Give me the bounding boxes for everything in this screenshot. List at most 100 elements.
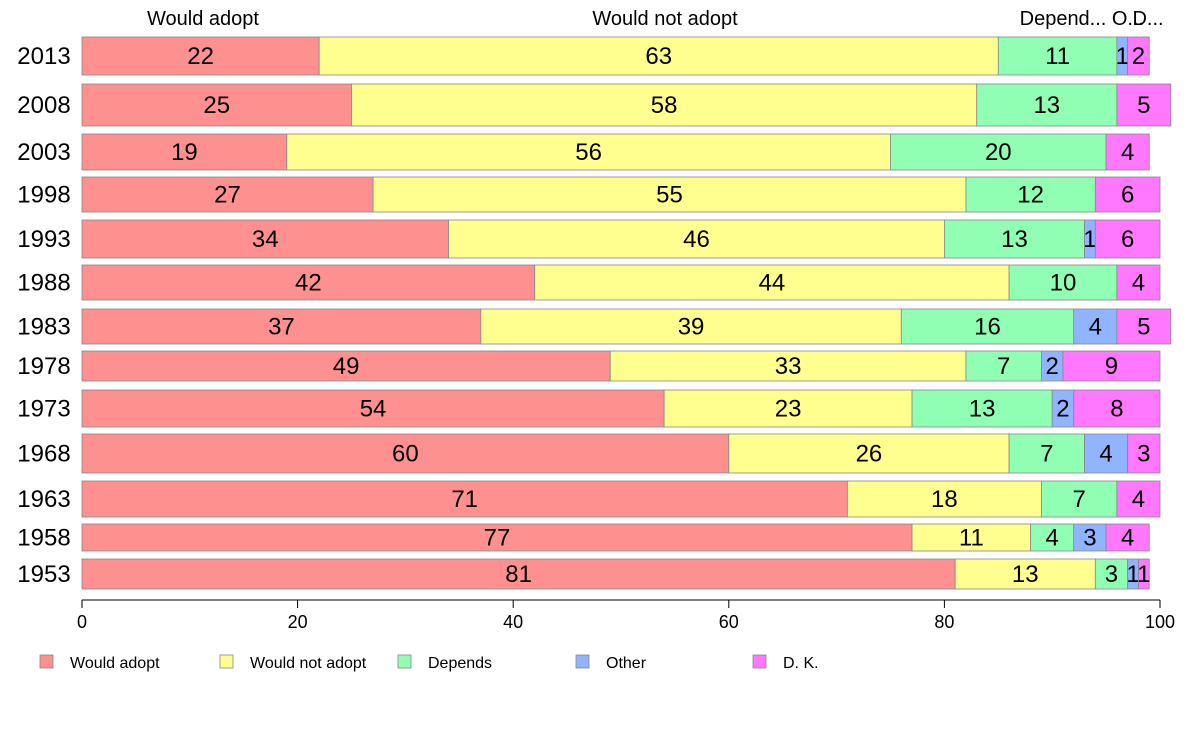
data-label: 4 (1132, 486, 1145, 513)
data-label: 2 (1046, 353, 1059, 380)
data-label: 18 (931, 486, 958, 513)
bar-segment (1116, 83, 1172, 127)
data-label: 77 (484, 525, 511, 552)
bar-segment (965, 176, 1096, 213)
bar-row: 19 56 20 4 (81, 133, 1150, 171)
legend-label: Would adopt (70, 655, 160, 672)
legend: Would adopt Would not adopt Depends Other D.… (39, 654, 819, 672)
data-label: 44 (759, 270, 786, 297)
data-label: 13 (1033, 92, 1060, 119)
bar-segment (81, 176, 374, 213)
data-label: 25 (203, 92, 230, 119)
data-label: 20 (985, 139, 1012, 166)
data-label: 7 (1072, 486, 1085, 513)
bar-segment (1105, 523, 1150, 552)
data-label: 63 (645, 43, 672, 70)
bar-row: 71 18 7 4 (81, 480, 1161, 518)
bar-segment (1073, 389, 1161, 428)
category-label: 1983 (17, 314, 70, 341)
column-header-label: D... (1132, 8, 1163, 30)
data-label: 39 (678, 314, 705, 341)
bar-segment (1105, 133, 1150, 171)
bar-segment (1073, 523, 1107, 552)
bar-segment (911, 389, 1053, 428)
bar-segment (609, 350, 967, 382)
column-header-label: Depend... (1020, 8, 1107, 30)
bar-segment (448, 219, 945, 259)
data-label: 7 (997, 353, 1010, 380)
bar-segment (954, 558, 1096, 590)
legend-item: Depends (397, 654, 492, 672)
data-label: 4 (1046, 525, 1059, 552)
bars: 22 63 11 1 225 58 13 519 56 20 427 55 12 634 46 13 1 642 4… (81, 36, 1172, 590)
data-label: 42 (295, 270, 322, 297)
bar-segment (351, 83, 978, 127)
bar-segment (81, 350, 611, 382)
legend-swatch (39, 654, 54, 669)
legend-swatch (752, 654, 767, 669)
data-label: 2 (1132, 43, 1145, 70)
legend-swatch (219, 654, 234, 669)
bar-segment (81, 264, 536, 301)
category-label: 1968 (17, 441, 70, 468)
legend-label: Other (606, 655, 647, 672)
bar-segment (1116, 308, 1172, 345)
data-label: 4 (1089, 314, 1102, 341)
data-label: 54 (360, 396, 387, 423)
bar-segment (1041, 480, 1118, 518)
x-tick-label: 60 (719, 612, 739, 632)
data-label: 27 (214, 182, 241, 209)
bar-segment (81, 389, 665, 428)
data-label: 19 (171, 139, 198, 166)
bar-segment (1030, 523, 1075, 552)
bar-row: 25 58 13 5 (81, 83, 1172, 127)
bar-segment (534, 264, 1010, 301)
data-label: 7 (1040, 441, 1053, 468)
x-tick-label: 0 (77, 612, 87, 632)
legend-swatch (397, 654, 412, 669)
bar-row: 54 23 13 2 8 (81, 389, 1161, 428)
column-header-label: O... (1112, 8, 1144, 30)
legend-item: Would adopt (39, 654, 160, 672)
bar-segment (1094, 558, 1129, 590)
bar-segment (286, 133, 891, 171)
data-label: 6 (1121, 226, 1134, 253)
data-label: 8 (1110, 396, 1123, 423)
x-tick-label: 100 (1145, 612, 1175, 632)
bar-segment (900, 308, 1075, 345)
bar-segment (1116, 480, 1161, 518)
column-header-labels: Would adopt Would not adopt Depend... O...D… (147, 8, 1164, 30)
data-label: 3 (1083, 525, 1096, 552)
bar-segment (890, 133, 1107, 171)
legend-label: Would not adopt (250, 655, 367, 672)
bar-segment (81, 308, 482, 345)
bar-segment (1127, 36, 1150, 76)
bar-segment (372, 176, 967, 213)
bar-segment (1062, 350, 1161, 382)
data-label: 4 (1099, 441, 1112, 468)
data-label: 6 (1121, 182, 1134, 209)
bar-row: 49 33 7 2 9 (81, 350, 1161, 382)
data-label: 49 (333, 353, 360, 380)
data-label: 13 (1001, 226, 1028, 253)
bar-segment (81, 433, 730, 474)
bar-row: 42 44 10 4 (81, 264, 1161, 301)
data-label: 23 (775, 396, 802, 423)
legend-label: Depends (428, 655, 492, 672)
bar-row: 27 55 12 6 (81, 176, 1161, 213)
data-label: 34 (252, 226, 279, 253)
data-label: 22 (187, 43, 214, 70)
bar-segment (1094, 219, 1161, 259)
data-label: 3 (1105, 561, 1118, 588)
bar-row: 81 13 3 11 (81, 558, 1151, 590)
data-label: 33 (775, 353, 802, 380)
category-label: 1998 (17, 182, 70, 209)
legend-item: D. K. (752, 654, 819, 672)
data-label: 12 (1017, 182, 1044, 209)
bar-segment (663, 389, 913, 428)
bar-row: 22 63 11 1 2 (81, 36, 1150, 76)
column-header-label: Would not adopt (592, 8, 738, 30)
category-label: 1993 (17, 226, 70, 253)
category-label: 1988 (17, 270, 70, 297)
data-label: 3 (1137, 441, 1150, 468)
